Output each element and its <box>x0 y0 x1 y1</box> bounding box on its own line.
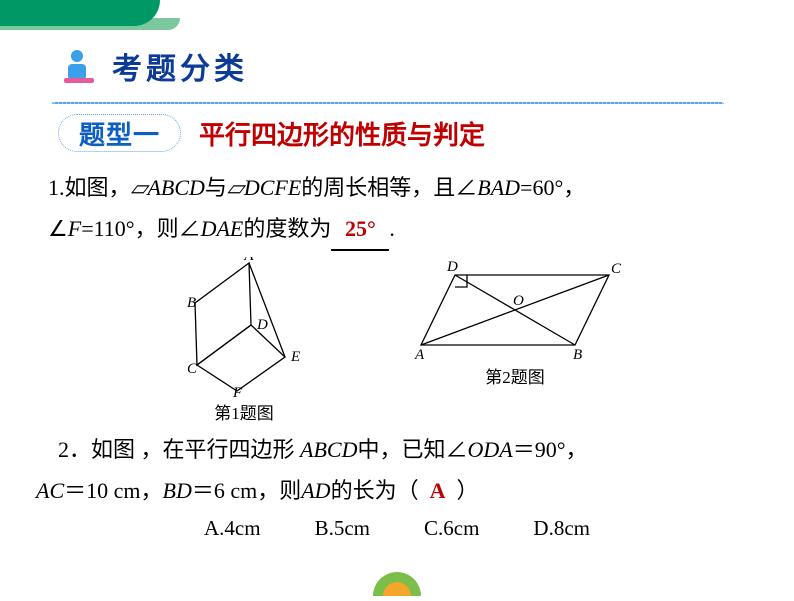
option-a: A.4cm <box>204 516 261 541</box>
option-c: C.6cm <box>424 516 479 541</box>
svg-text:F: F <box>232 385 243 397</box>
q1-prefix: 1.如图， <box>48 175 131 200</box>
section-title: 平行四边形的性质与判定 <box>199 115 485 152</box>
svg-text:A: A <box>243 257 254 264</box>
q2-ad: AD <box>301 478 330 503</box>
svg-text:B: B <box>573 347 582 361</box>
figure-1-caption: 第1题图 <box>169 399 319 424</box>
header-row: 考题分类 <box>0 44 794 88</box>
question-1: 1.如图，▱ABCD与▱DCFE的周长相等，且∠BAD=60°， ∠F=110°… <box>0 168 794 251</box>
thinker-icon <box>62 48 98 84</box>
svg-text:O: O <box>513 293 524 309</box>
q2-ac: AC <box>36 478 64 503</box>
question-2: 2．如图 ，在平行四边形 ABCD中，已知∠ODA＝90°， AC＝10 cm，… <box>0 430 794 511</box>
figures-row: A B D C E F 第1题图 A B <box>0 257 794 424</box>
q2-ang: ODA <box>467 437 512 462</box>
section-pill: 题型一 <box>58 114 181 152</box>
figure-2-caption: 第2题图 <box>405 363 625 388</box>
slide-content: 考题分类 题型一 平行四边形的性质与判定 1.如图，▱ABCD与▱DCFE的周长… <box>0 44 794 541</box>
q1-tail: 的度数为 <box>243 216 331 241</box>
q2-bd-t: ＝6 cm，则 <box>192 478 301 503</box>
svg-text:D: D <box>446 259 458 275</box>
q2-l1b: 中，已知∠ <box>357 437 467 462</box>
figure-1: A B D C E F 第1题图 <box>169 257 319 424</box>
svg-text:D: D <box>256 317 268 333</box>
option-d: D.8cm <box>533 516 590 541</box>
q2-answer: A <box>430 478 446 503</box>
svg-text:C: C <box>611 261 622 277</box>
svg-text:A: A <box>414 347 425 361</box>
option-b: B.5cm <box>315 516 370 541</box>
section-row: 题型一 平行四边形的性质与判定 <box>0 114 794 152</box>
q1-sym1: ▱ <box>131 175 148 200</box>
q1-period: . <box>389 216 395 241</box>
svg-text:B: B <box>187 295 196 311</box>
q1-blank: 25° <box>331 209 389 252</box>
q2-ac-t: ＝10 cm， <box>64 478 162 503</box>
q1-ang1: BAD <box>477 175 520 200</box>
q1-line2a: ∠ <box>48 216 68 241</box>
header-divider <box>52 102 724 104</box>
q2-l1a: 2．如图 ，在平行四边形 <box>58 437 300 462</box>
q1-name1: ABCD <box>147 175 204 200</box>
header-title: 考题分类 <box>112 44 248 88</box>
q2-options: A.4cm B.5cm C.6cm D.8cm <box>0 516 794 541</box>
q2-ad-t: 的长为（ <box>331 478 419 503</box>
q1-val1: =60°， <box>520 175 585 200</box>
top-decor-stripe <box>0 0 160 26</box>
q1-mid1: 与 <box>205 175 227 200</box>
q1-name2: DCFE <box>244 175 301 200</box>
q2-l2d: ） <box>456 478 478 503</box>
q1-sym2: ▱ <box>227 175 244 200</box>
q1-ang2: F <box>68 216 81 241</box>
bottom-orb-icon <box>367 566 427 596</box>
q2-pg: ABCD <box>300 437 357 462</box>
q2-bd: BD <box>163 478 192 503</box>
svg-text:E: E <box>290 349 300 365</box>
svg-text:C: C <box>187 361 198 377</box>
q2-l1c: ＝90°， <box>513 437 588 462</box>
q1-answer: 25° <box>345 216 376 241</box>
q1-val2: =110°，则∠ <box>81 216 200 241</box>
q1-mid2: 的周长相等，且∠ <box>301 175 477 200</box>
q1-ang3: DAE <box>201 216 244 241</box>
figure-2: A B C D O 第2题图 <box>405 257 625 424</box>
